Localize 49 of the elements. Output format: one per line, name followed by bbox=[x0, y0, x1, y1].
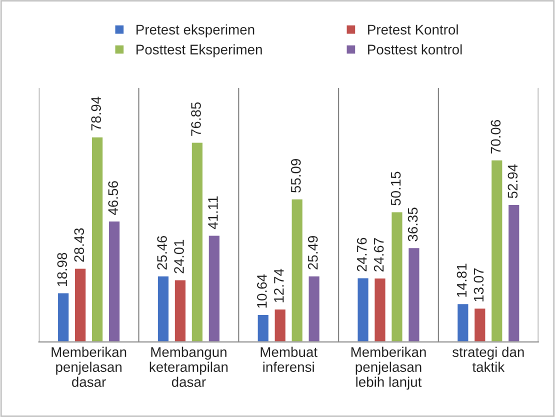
bar bbox=[373, 277, 387, 342]
data-label: 76.85 bbox=[191, 102, 201, 136]
data-label: 10.64 bbox=[257, 274, 267, 308]
bar bbox=[290, 198, 304, 342]
data-label: 24.76 bbox=[356, 238, 367, 272]
x-tick-label: Memberikan penjelasan dasar bbox=[52, 346, 126, 387]
data-label: 12.74 bbox=[274, 268, 284, 302]
data-label: 41.11 bbox=[208, 196, 218, 230]
data-label: 25.49 bbox=[308, 236, 318, 270]
bar bbox=[356, 276, 370, 342]
data-label: 28.43 bbox=[74, 228, 84, 262]
bar bbox=[490, 159, 504, 342]
legend-label: Pretest Kontrol bbox=[368, 24, 458, 35]
legend-label: Posttest kontrol bbox=[368, 44, 462, 54]
bar bbox=[90, 136, 104, 342]
data-label: 50.15 bbox=[390, 172, 401, 206]
bar bbox=[190, 141, 204, 342]
bar bbox=[156, 275, 170, 342]
data-label: 14.81 bbox=[456, 264, 467, 297]
legend-label: Pretest eksperimen bbox=[136, 24, 254, 38]
data-label: 24.01 bbox=[174, 240, 184, 274]
x-tick-label: Memberikan penjelasan lebih lanjut bbox=[351, 346, 426, 390]
bar bbox=[207, 234, 221, 342]
bar bbox=[473, 307, 487, 342]
x-tick-label: strategi dan taktik bbox=[452, 346, 524, 372]
data-label: 46.56 bbox=[108, 181, 118, 215]
bar bbox=[174, 278, 187, 342]
data-label: 78.94 bbox=[91, 96, 102, 130]
data-label: 36.35 bbox=[408, 208, 418, 242]
bar bbox=[108, 220, 121, 342]
bar bbox=[56, 292, 70, 342]
bar bbox=[456, 302, 470, 342]
data-label: 52.94 bbox=[508, 164, 518, 198]
legend-label: Posttest Eksperimen bbox=[136, 44, 262, 58]
x-tick-label: Membangun keterampilan dasar bbox=[150, 346, 228, 387]
bar bbox=[74, 267, 87, 342]
bar bbox=[407, 246, 421, 342]
data-label: 13.07 bbox=[474, 268, 484, 302]
bar bbox=[256, 314, 270, 342]
bar bbox=[507, 204, 521, 342]
bar bbox=[390, 210, 404, 342]
data-label: 24.67 bbox=[374, 238, 384, 272]
bar bbox=[273, 308, 287, 342]
x-tick-label: Membuat inferensi bbox=[260, 346, 318, 372]
bar bbox=[307, 274, 321, 342]
data-label: 55.09 bbox=[290, 159, 301, 193]
data-label: 18.98 bbox=[57, 252, 68, 286]
data-label: 70.06 bbox=[490, 120, 501, 154]
data-label: 25.46 bbox=[157, 236, 167, 270]
